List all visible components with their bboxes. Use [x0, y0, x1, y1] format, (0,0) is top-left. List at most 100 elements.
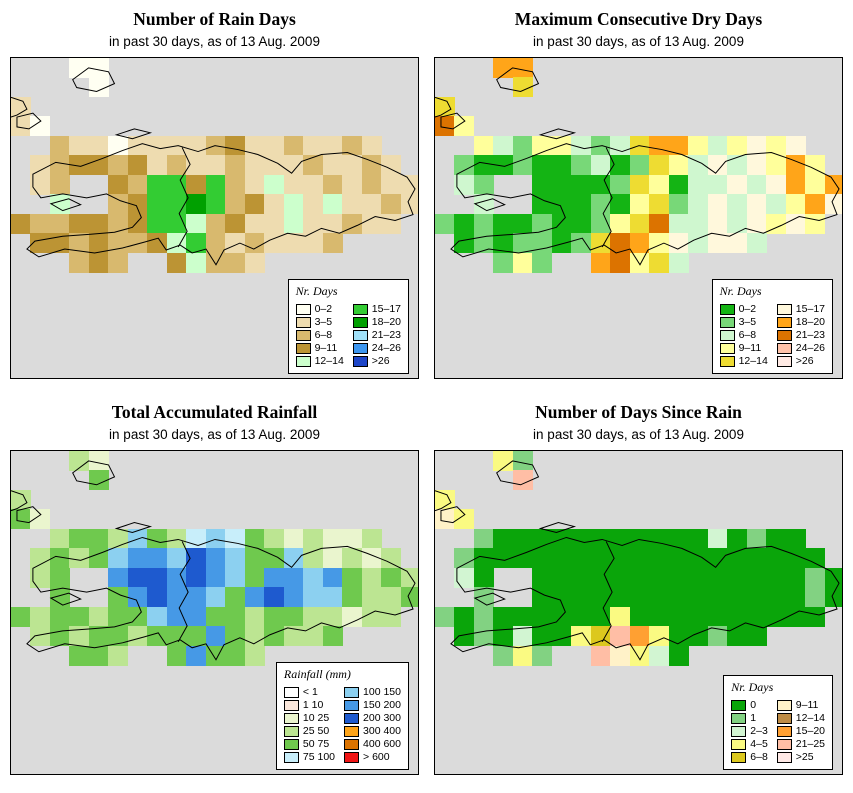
- map-cell: [707, 548, 728, 569]
- map-cell: [166, 645, 187, 666]
- map-cell: [322, 213, 343, 234]
- map-cell: [69, 155, 90, 176]
- map-cell: [225, 135, 246, 156]
- map-cell: [766, 174, 787, 195]
- map-cell: [493, 135, 514, 156]
- map-cell: [49, 155, 70, 176]
- map-cell: [361, 194, 382, 215]
- legend-entry: 0–2: [295, 303, 344, 315]
- map-cell: [785, 606, 806, 627]
- map-cell: [727, 194, 748, 215]
- map-cell: [473, 626, 494, 647]
- map-cell: [512, 626, 533, 647]
- map-cell: [454, 174, 475, 195]
- legend-swatch: [344, 751, 360, 763]
- map-cell: [473, 174, 494, 195]
- map-cell: [824, 587, 842, 608]
- panel-subtitle: in past 30 days, as of 13 Aug. 2009: [533, 34, 744, 49]
- map-cell: [264, 528, 285, 549]
- map-cell: [610, 135, 631, 156]
- map-cell: [147, 174, 168, 195]
- map-cell: [264, 155, 285, 176]
- map-cell: [746, 213, 767, 234]
- map-cell: [746, 194, 767, 215]
- map-cell: [824, 174, 842, 195]
- map-cell: [688, 135, 709, 156]
- map-cell: [30, 174, 51, 195]
- map-cell: [532, 606, 553, 627]
- map-cell: [824, 194, 842, 215]
- map-cell: [342, 174, 363, 195]
- map-cell: [746, 528, 767, 549]
- map-cell: [108, 252, 129, 273]
- map-cell: [707, 567, 728, 588]
- map-cell: [707, 174, 728, 195]
- map-cell: [785, 587, 806, 608]
- map-cell: [785, 135, 806, 156]
- legend-label: 6–8: [750, 751, 768, 763]
- map-cell: [649, 567, 670, 588]
- map-cell: [264, 587, 285, 608]
- map-cell: [766, 194, 787, 215]
- map-cell: [551, 155, 572, 176]
- map-cell: [688, 587, 709, 608]
- map-cell: [727, 567, 748, 588]
- map-cell: [49, 233, 70, 254]
- map-cell: [88, 252, 109, 273]
- legend-swatch: [295, 316, 311, 328]
- legend-entry: 6–8: [731, 751, 768, 763]
- map-cell: [649, 174, 670, 195]
- map-legend: Nr. Days 0–2 3–5 6–8 9–11 12–14 15–17 18–20 21–…: [287, 279, 409, 374]
- map-cell: [88, 645, 109, 666]
- map-cell: [454, 626, 475, 647]
- map-cell: [108, 174, 129, 195]
- map-cell: [512, 155, 533, 176]
- map-cell: [805, 548, 826, 569]
- map-cell: [342, 548, 363, 569]
- map-cell: [668, 548, 689, 569]
- map-cell: [381, 194, 402, 215]
- map-cell: [49, 567, 70, 588]
- map-cell: [49, 213, 70, 234]
- map-cell: [649, 194, 670, 215]
- map-cell: [147, 155, 168, 176]
- map-cell: [727, 233, 748, 254]
- map-cell: [532, 548, 553, 569]
- map-cell: [205, 645, 226, 666]
- map-cell: [264, 135, 285, 156]
- map-cell: [49, 528, 70, 549]
- map-cell: [766, 567, 787, 588]
- map-cell: [186, 645, 207, 666]
- map-cell: [127, 548, 148, 569]
- map-cell: [571, 155, 592, 176]
- legend-entry: 21–23: [352, 329, 401, 341]
- map-cell: [244, 606, 265, 627]
- legend-columns: 0 1 2–3 4–5 6–8 9–11 12–14 15–20 21–25 >25: [731, 698, 825, 764]
- map-cell: [512, 58, 533, 78]
- map-cell: [590, 626, 611, 647]
- map-cell: [707, 213, 728, 234]
- map-cell: [727, 174, 748, 195]
- map-cell: [127, 233, 148, 254]
- map-cell: [551, 135, 572, 156]
- map-cell: [166, 606, 187, 627]
- map-cell: [727, 155, 748, 176]
- legend-swatch: [731, 712, 747, 724]
- map-cell: [361, 587, 382, 608]
- map-cell: [688, 213, 709, 234]
- map-cell: [532, 587, 553, 608]
- legend-label: 9–11: [738, 342, 762, 354]
- map-cell: [629, 528, 650, 549]
- legend-entry: >25: [776, 751, 825, 763]
- map-cell: [688, 528, 709, 549]
- map-cell: [361, 567, 382, 588]
- map-cell: [571, 194, 592, 215]
- map-cell: [629, 626, 650, 647]
- map-cell: [532, 213, 553, 234]
- map-cell: [493, 233, 514, 254]
- map-cell: [727, 587, 748, 608]
- map-cell: [147, 587, 168, 608]
- map-cell: [512, 548, 533, 569]
- map-cell: [590, 213, 611, 234]
